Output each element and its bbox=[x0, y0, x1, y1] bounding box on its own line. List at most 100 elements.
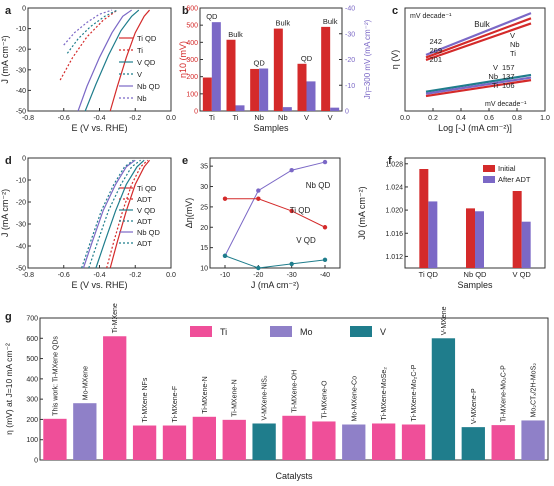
panel-b-ytick-label: 0 bbox=[194, 109, 198, 116]
panel-g-category-label: Ti-MXene-N bbox=[232, 379, 239, 416]
panel-e-point bbox=[256, 265, 261, 271]
panel-c-fit-line bbox=[425, 17, 532, 59]
panel-e-point bbox=[289, 168, 294, 173]
panel-g-bar bbox=[431, 338, 456, 460]
panel-b-xlabel: Samples bbox=[253, 123, 289, 133]
panel-c-bulk-series-label: Ti bbox=[510, 49, 516, 58]
panel-b-ytick-right-label: -40 bbox=[345, 6, 355, 13]
panel-e-point bbox=[256, 188, 261, 193]
panel-e-xtick-label: -30 bbox=[287, 272, 297, 279]
panel-e-point bbox=[222, 196, 228, 201]
panel-c-xtick-label: 0.6 bbox=[484, 115, 494, 122]
panel-g-ytick-label: 700 bbox=[26, 316, 38, 323]
panel-b-frame bbox=[199, 7, 343, 112]
panel-d-series bbox=[106, 159, 149, 269]
panel-e-xtick-label: -20 bbox=[253, 272, 263, 279]
panel-f-bar bbox=[512, 191, 522, 268]
panel-a-legend-label: V bbox=[137, 70, 142, 79]
panel-b-category-label: Nb bbox=[254, 113, 264, 122]
panel-g-category-label: Ti-MXene-F bbox=[172, 386, 179, 423]
panel-b-group-label: QD bbox=[301, 54, 313, 63]
panel-b-bar-eta bbox=[202, 77, 212, 111]
panel-b-category-label: Ti bbox=[209, 113, 215, 122]
panel-g-ytick-label: 600 bbox=[26, 336, 38, 343]
panel-g-bar bbox=[521, 420, 545, 460]
panel-c-fit-line bbox=[425, 73, 532, 93]
panel-c-fit-line bbox=[425, 12, 532, 56]
panel-c-slope-bulk: 201 bbox=[429, 55, 442, 64]
panel-g-ytick-label: 500 bbox=[26, 356, 38, 363]
panel-b-group-label: QD bbox=[206, 12, 218, 21]
panel-f-bar bbox=[475, 211, 484, 268]
panel-f-category-label: Nb QD bbox=[464, 270, 488, 279]
panel-d-ylabel: J (mA cm⁻²) bbox=[0, 189, 10, 237]
panel-e-ytick-label: 25 bbox=[200, 204, 208, 211]
panel-b-bar-eta bbox=[297, 63, 307, 111]
panel-label-b: b bbox=[182, 5, 189, 17]
panel-g-category-label: This work: Ti-MXene QDs bbox=[52, 336, 59, 416]
panel-a-series-nb bbox=[63, 9, 113, 46]
panel-c-xtick-label: 0.2 bbox=[428, 115, 438, 122]
panel-b-ytick-label: 500 bbox=[186, 23, 198, 30]
panel-a-legend-label: Nb bbox=[137, 94, 147, 103]
panel-c-slope-bulk: 269 bbox=[429, 46, 442, 55]
panel-d-ytick-label: 0 bbox=[22, 156, 26, 163]
panel-f-ytick-label: 1.020 bbox=[385, 208, 403, 215]
panel-g-bar bbox=[103, 336, 127, 460]
panel-e-point bbox=[322, 225, 328, 230]
panel-d-xtick-label: -0.2 bbox=[129, 272, 141, 279]
panel-b-ylabel: η10 (mV) bbox=[178, 41, 188, 78]
panel-a-series-ti-qd bbox=[109, 9, 151, 112]
panel-a-series-v-qd bbox=[84, 9, 140, 112]
panel-g-bar bbox=[132, 425, 157, 460]
panel-f-category-label: Ti QD bbox=[419, 270, 439, 279]
panel-d-ytick-label: -30 bbox=[16, 222, 26, 229]
panel-e-ytick-label: 20 bbox=[200, 225, 208, 232]
panel-g-bar bbox=[282, 415, 306, 460]
panel-b-ytick-right-label: -30 bbox=[345, 31, 355, 38]
panel-a-xtick-label: -0.4 bbox=[93, 115, 105, 122]
panel-f-category-label: V QD bbox=[512, 270, 531, 279]
panel-label-c: c bbox=[392, 5, 398, 17]
panel-g-legend-label: V bbox=[380, 327, 386, 337]
panel-e-series-line bbox=[224, 255, 326, 269]
panel-d-legend-label: Ti QD bbox=[137, 184, 157, 193]
panel-a-ytick-label: -20 bbox=[16, 47, 26, 54]
panel-b-group-label: Bulk bbox=[228, 30, 243, 39]
panel-label-d: d bbox=[5, 155, 12, 167]
panel-g-legend-swatch bbox=[190, 326, 212, 337]
panel-b-bar-j bbox=[235, 105, 245, 111]
panel-b-category-label: Nb bbox=[278, 113, 288, 122]
panel-d-series bbox=[82, 159, 136, 269]
panel-c-qd-series-label: Ti bbox=[492, 81, 498, 90]
panel-b-category-label: V bbox=[328, 113, 333, 122]
panel-b-bar-j bbox=[259, 68, 269, 111]
panel-g-bar bbox=[162, 425, 187, 460]
panel-b-category-label: Ti bbox=[233, 113, 239, 122]
panel-g-category-label: Mo-MXene-Co bbox=[351, 376, 358, 422]
panel-c-fit-line bbox=[425, 76, 532, 95]
panel-c-annotation-unit-bottom: mV decade⁻¹ bbox=[485, 101, 527, 108]
panel-f-legend-label: Initial bbox=[498, 164, 516, 173]
panel-g-category-label: Ti-MXene-MoSe₂ bbox=[381, 367, 388, 421]
panel-d-series bbox=[88, 159, 141, 269]
panel-a-ytick-label: -10 bbox=[16, 26, 26, 33]
panel-d-legend-label: ADT bbox=[137, 195, 152, 204]
panel-c-annotation-unit-top: mV decade⁻¹ bbox=[410, 13, 452, 20]
panel-g-ytick-label: 100 bbox=[26, 437, 38, 444]
panel-g-ytick-label: 300 bbox=[26, 397, 38, 404]
panel-f-ytick-label: 1.012 bbox=[385, 254, 403, 261]
panel-c-qd-series-label: V bbox=[493, 63, 498, 72]
panel-b-ylabel-right: Jη=300 mV (mA cm⁻²) bbox=[363, 19, 372, 99]
panel-c-ylabel: η (V) bbox=[390, 50, 400, 70]
panel-g-ytick-label: 200 bbox=[26, 417, 38, 424]
panel-a-ytick-label: -30 bbox=[16, 67, 26, 74]
panel-a-ytick-label: -40 bbox=[16, 88, 26, 95]
panel-a-legend-label: Ti bbox=[137, 46, 143, 55]
panel-c-xlabel: Log [-J (mA cm⁻²)] bbox=[438, 123, 512, 133]
panel-g-bar bbox=[491, 425, 515, 460]
panel-c-fit-line bbox=[425, 22, 532, 62]
panel-c-xtick-label: 0.0 bbox=[400, 115, 410, 122]
panel-e-ytick-label: 35 bbox=[200, 164, 208, 171]
